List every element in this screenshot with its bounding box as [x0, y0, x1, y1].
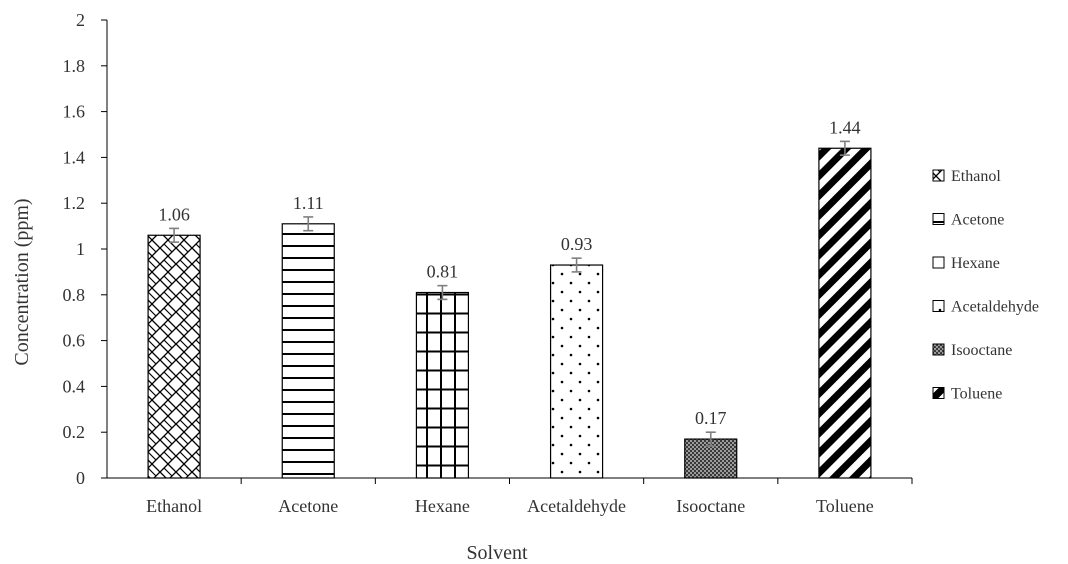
x-tick-label: Hexane: [415, 496, 470, 516]
legend-item: Isooctane: [932, 342, 1012, 359]
data-label: 1.06: [158, 204, 190, 224]
data-label: 0.81: [427, 262, 459, 282]
data-label: 1.11: [293, 193, 324, 213]
x-tick-label: Acetaldehyde: [527, 496, 626, 516]
bars-layer: 1.06 1.11 0.81 0.93 0.17 1.44: [147, 117, 872, 479]
error-bar: [169, 227, 180, 243]
y-tick-label: 1.8: [63, 56, 86, 76]
error-bar: [437, 284, 448, 301]
y-tick-label: 0.8: [63, 285, 86, 305]
y-tick-label: 1.2: [63, 193, 86, 213]
y-tick-label: 2: [76, 10, 85, 30]
legend-label: Toluene: [951, 386, 1002, 403]
bar-toluene: [818, 147, 872, 479]
legend: Ethanol Acetone Hexane Acetaldehyde Isooctan…: [932, 168, 1039, 403]
legend-swatch: [932, 387, 945, 399]
legend-swatch: [932, 300, 945, 312]
legend-label: Hexane: [951, 255, 1000, 272]
data-label: 0.17: [695, 408, 727, 428]
x-tick-label: Isooctane: [676, 496, 745, 516]
legend-label: Isooctane: [951, 342, 1012, 359]
error-bar: [839, 140, 850, 156]
legend-label: Acetaldehyde: [951, 299, 1039, 316]
legend-item: Hexane: [932, 255, 1000, 272]
x-tick-label: Toluene: [816, 496, 874, 516]
legend-item: Ethanol: [932, 168, 1001, 185]
x-tick-label: Ethanol: [146, 496, 202, 516]
y-tick-label: 0.6: [63, 331, 86, 351]
legend-item: Acetaldehyde: [932, 299, 1039, 316]
y-tick-label: 0: [76, 468, 85, 488]
bar-acetone: [281, 223, 335, 479]
legend-label: Acetone: [951, 212, 1004, 229]
error-bar: [303, 216, 314, 232]
error-bar: [705, 431, 716, 447]
bar-hexane: [415, 291, 470, 479]
error-bar: [571, 257, 582, 273]
legend-item: Acetone: [932, 212, 1004, 229]
y-axis-title: Concentration (ppm): [11, 198, 33, 365]
y-tick-label: 1.6: [63, 102, 86, 122]
bar-ethanol: [147, 234, 201, 479]
legend-swatch: [932, 343, 945, 356]
x-axis-title: Solvent: [466, 542, 528, 564]
legend-swatch: [932, 213, 945, 225]
x-tick-label: Acetone: [278, 496, 338, 516]
y-tick-label: 0.4: [63, 376, 86, 396]
y-tick-label: 0.2: [63, 422, 86, 442]
data-label: 0.93: [561, 234, 593, 254]
y-tick-label: 1: [76, 239, 85, 259]
data-label: 1.44: [829, 117, 861, 137]
legend-item: Toluene: [932, 386, 1002, 403]
legend-label: Ethanol: [951, 168, 1001, 185]
legend-swatch: [932, 256, 945, 269]
y-tick-label: 1.4: [63, 147, 86, 167]
bar-acetaldehyde: [549, 264, 604, 479]
legend-swatch: [932, 169, 945, 182]
